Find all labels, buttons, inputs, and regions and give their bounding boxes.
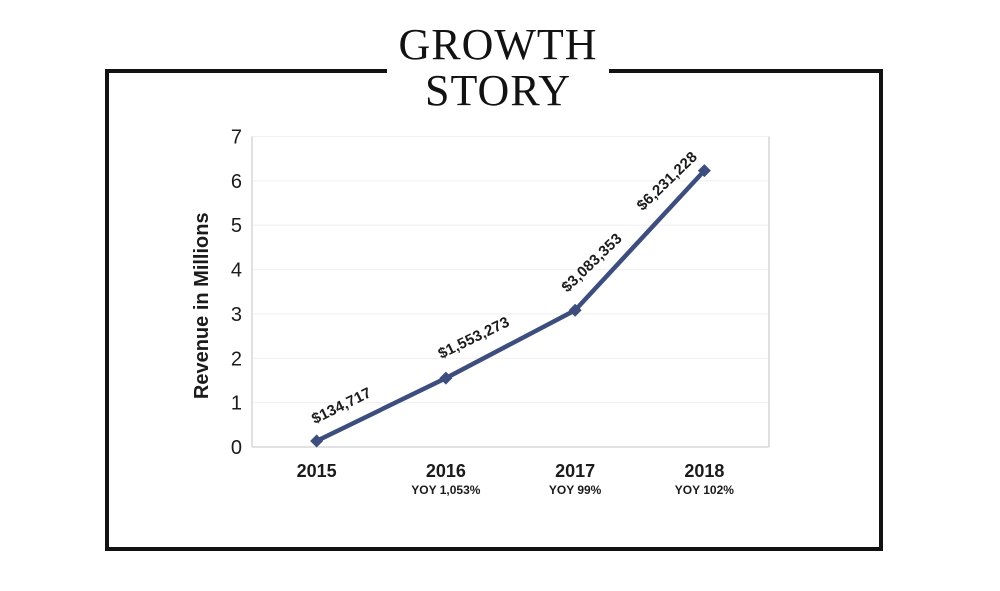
x-tick-label: 2017: [555, 461, 595, 481]
data-point-marker: [439, 371, 453, 385]
y-tick-label: 6: [231, 171, 242, 193]
title-line-1: GROWTH: [398, 20, 598, 69]
data-point-marker: [568, 303, 582, 317]
y-tick-label: 1: [231, 393, 242, 415]
revenue-line: [314, 168, 707, 444]
y-tick-label: 0: [231, 437, 242, 459]
data-point-marker: [697, 164, 711, 178]
y-tick-label: 3: [231, 304, 242, 326]
x-tick-label: 2015: [297, 461, 337, 481]
data-point-label: $3,083,353: [558, 230, 625, 296]
x-tick-label: 2018: [684, 461, 724, 481]
y-axis-title: Revenue in Millions: [191, 212, 213, 399]
yoy-label: YOY 99%: [549, 483, 602, 497]
title-line-2: STORY: [424, 66, 572, 115]
data-point-marker: [310, 434, 324, 448]
data-point-label: $134,717: [309, 384, 374, 427]
page-title: GROWTH STORY: [387, 22, 609, 122]
y-tick-label: 4: [231, 260, 242, 282]
x-tick-label: 2016: [426, 461, 466, 481]
data-point-label: $1,553,273: [436, 314, 513, 363]
y-tick-label: 5: [231, 215, 242, 237]
yoy-label: YOY 102%: [675, 483, 734, 497]
y-tick-label: 7: [231, 127, 242, 149]
y-tick-label: 2: [231, 348, 242, 370]
yoy-label: YOY 1,053%: [411, 483, 480, 497]
